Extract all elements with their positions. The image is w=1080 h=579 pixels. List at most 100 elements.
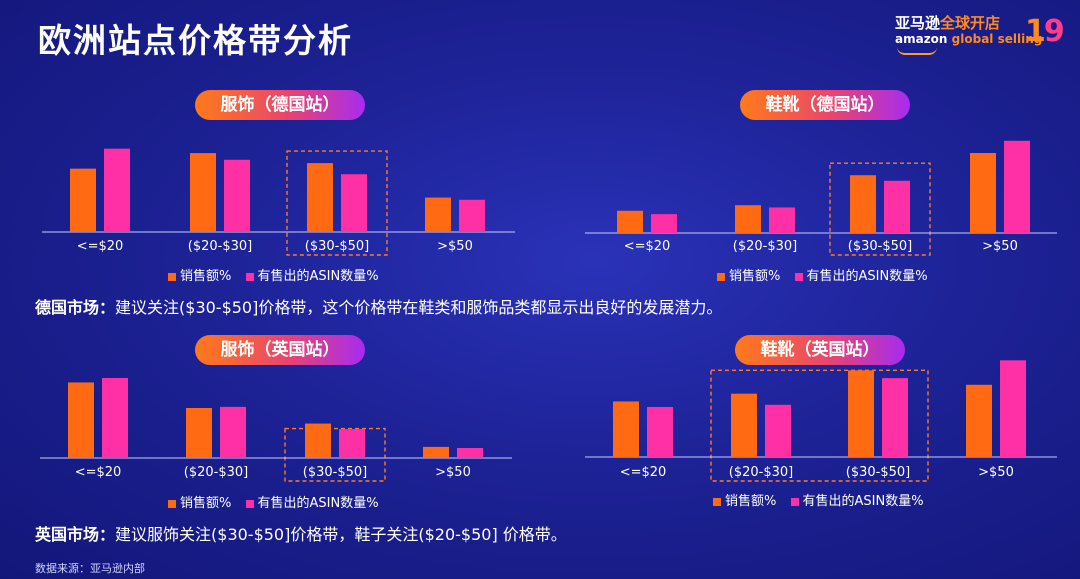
x-tick-label: ($20-$30] — [188, 239, 252, 254]
chart-legend: 销售额% 有售出的ASIN数量% — [713, 490, 934, 509]
badge-digit-1: 1 — [1025, 14, 1046, 49]
highlight-box — [284, 427, 386, 482]
highlight-box — [710, 369, 929, 482]
chart-legend: 销售额% 有售出的ASIN数量% — [168, 265, 389, 284]
x-tick-label: <=$20 — [620, 465, 667, 480]
brand-en-text: amazon global selling — [895, 32, 1042, 46]
legend-item-asin: 有售出的ASIN数量% — [790, 494, 924, 509]
bar-sales — [425, 197, 451, 232]
legend-label-asin: 有售出的ASIN数量% — [257, 269, 379, 284]
legend-item-sales: 销售额% — [168, 496, 231, 511]
chart-title-pill: 服饰（英国站） — [195, 335, 365, 365]
chart-legend: 销售额% 有售出的ASIN数量% — [168, 492, 389, 511]
legend-swatch-sales — [168, 272, 176, 281]
bar-sales — [848, 370, 874, 457]
note-uk-label: 英国市场： — [35, 525, 116, 544]
bar-sales — [68, 382, 94, 458]
bar-asin — [224, 159, 250, 232]
x-tick-label: <=$20 — [77, 239, 124, 254]
bar-sales — [970, 153, 996, 233]
chart-title-pill: 鞋靴（德国站） — [740, 90, 910, 120]
chart-panel-apparel-uk: 服饰（英国站） <=$20 ($20-$30] ($30-$50] >$50 销售额%… — [40, 335, 530, 515]
legend-label-sales: 销售额% — [180, 269, 232, 284]
legend-swatch-asin — [245, 499, 254, 508]
legend-item-sales: 销售额% — [713, 494, 776, 509]
bar-sales — [735, 205, 761, 233]
legend-swatch-asin — [245, 272, 254, 281]
legend-label-asin: 有售出的ASIN数量% — [802, 494, 924, 509]
bar-asin — [1000, 360, 1026, 457]
bar-sales — [186, 408, 212, 458]
bar-sales — [613, 401, 639, 457]
brand-cn-text: 亚马逊全球开店 — [895, 12, 1000, 33]
legend-item-asin: 有售出的ASIN数量% — [245, 269, 379, 284]
chart-title-pill: 服饰（德国站） — [195, 90, 365, 120]
bar-asin — [884, 180, 910, 233]
x-tick-label: ($20-$30] — [729, 465, 793, 480]
legend-label-asin: 有售出的ASIN数量% — [806, 269, 928, 284]
x-tick-label: ($20-$30] — [184, 465, 248, 480]
x-tick-label: >$50 — [978, 465, 1014, 480]
bar-chart: <=$20 ($20-$30] ($30-$50] >$50 — [42, 148, 515, 256]
x-tick-label: ($30-$50] — [305, 239, 369, 254]
legend-item-sales: 销售额% — [168, 269, 231, 284]
legend-item-asin: 有售出的ASIN数量% — [245, 496, 379, 511]
brand-en-prefix: amazon — [895, 32, 948, 46]
chart-panel-shoes-uk: 鞋靴（英国站） <=$20 ($20-$30] ($30-$50] >$50 销售额%… — [585, 335, 1065, 515]
chart-title-pill: 鞋靴（英国站） — [735, 335, 905, 365]
bar-asin — [1004, 140, 1030, 233]
bar-chart: <=$20 ($20-$30] ($30-$50] >$50 — [40, 378, 512, 482]
bar-sales — [850, 175, 876, 233]
bar-sales — [731, 393, 757, 457]
x-tick-label: >$50 — [435, 465, 471, 480]
page-title: 欧洲站点价格带分析 — [38, 21, 353, 60]
x-tick-label: ($30-$50] — [303, 465, 367, 480]
bar-asin — [104, 148, 130, 232]
bar-asin — [102, 378, 128, 458]
brand-cn-suffix: 全球开店 — [940, 14, 1001, 32]
chart-panel-shoes-de: 鞋靴（德国站） <=$20 ($20-$30] ($30-$50] >$50 销售额%… — [585, 90, 1065, 290]
bar-sales — [966, 384, 992, 457]
brand-cn-prefix: 亚马逊 — [895, 14, 941, 32]
x-tick-label: <=$20 — [75, 465, 122, 480]
bar-chart: <=$20 ($20-$30] ($30-$50] >$50 — [585, 140, 1057, 256]
note-uk-text: 建议服饰关注($30-$50]价格带，鞋子关注($20-$50] 价格带。 — [115, 525, 567, 544]
chart-panel-apparel-de: 服饰（德国站） <=$20 ($20-$30] ($30-$50] >$50 销售额%… — [40, 90, 530, 290]
bar-sales — [423, 446, 449, 458]
legend-item-asin: 有售出的ASIN数量% — [794, 269, 928, 284]
amazon-global-selling-logo: 亚马逊全球开店 amazon global selling — [895, 12, 1042, 55]
legend-label-sales: 销售额% — [725, 494, 777, 509]
legend-label-sales: 销售额% — [180, 496, 232, 511]
note-uk: 英国市场：建议服饰关注($30-$50]价格带，鞋子关注($20-$50] 价格… — [35, 521, 567, 545]
amazon-smile-icon — [897, 47, 937, 55]
x-tick-label: <=$20 — [624, 239, 671, 254]
note-germany-label: 德国市场： — [35, 298, 116, 317]
note-germany: 德国市场：建议关注($30-$50]价格带，这个价格带在鞋类和服饰品类都显示出良… — [35, 294, 722, 318]
legend-swatch-sales — [713, 497, 721, 506]
legend-swatch-asin — [790, 497, 799, 506]
bar-asin — [647, 407, 673, 457]
anniversary-badge: 19 — [1025, 14, 1065, 49]
x-tick-label: >$50 — [982, 239, 1018, 254]
x-tick-label: ($30-$50] — [846, 465, 910, 480]
legend-label-sales: 销售额% — [729, 269, 781, 284]
chart-legend: 销售额% 有售出的ASIN数量% — [717, 265, 938, 284]
bar-sales — [70, 168, 96, 232]
brand-en-suffix: global selling — [947, 32, 1043, 46]
bar-asin — [765, 404, 791, 457]
legend-item-sales: 销售额% — [717, 269, 780, 284]
bar-asin — [769, 207, 795, 233]
bar-sales — [307, 163, 333, 232]
bar-sales — [617, 210, 643, 233]
bar-asin — [457, 448, 483, 458]
bar-sales — [305, 423, 331, 458]
highlight-box — [286, 150, 388, 256]
highlight-box — [829, 162, 931, 256]
badge-digit-9: 9 — [1043, 14, 1065, 49]
legend-swatch-sales — [717, 272, 725, 281]
note-germany-text: 建议关注($30-$50]价格带，这个价格带在鞋类和服饰品类都显示出良好的发展潜… — [115, 298, 723, 317]
bar-asin — [220, 406, 246, 458]
legend-label-asin: 有售出的ASIN数量% — [257, 496, 379, 511]
bar-asin — [882, 378, 908, 457]
bar-asin — [459, 199, 485, 232]
